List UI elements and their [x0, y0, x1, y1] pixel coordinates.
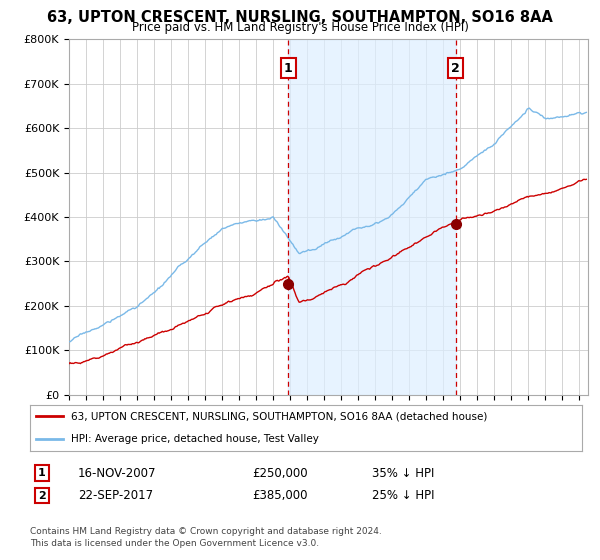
Text: 25% ↓ HPI: 25% ↓ HPI: [372, 489, 434, 502]
Text: 63, UPTON CRESCENT, NURSLING, SOUTHAMPTON, SO16 8AA (detached house): 63, UPTON CRESCENT, NURSLING, SOUTHAMPTO…: [71, 412, 488, 421]
Text: 63, UPTON CRESCENT, NURSLING, SOUTHAMPTON, SO16 8AA: 63, UPTON CRESCENT, NURSLING, SOUTHAMPTO…: [47, 10, 553, 25]
Text: £385,000: £385,000: [252, 489, 308, 502]
Text: 2: 2: [38, 491, 46, 501]
Text: Contains HM Land Registry data © Crown copyright and database right 2024.: Contains HM Land Registry data © Crown c…: [30, 528, 382, 536]
Text: 35% ↓ HPI: 35% ↓ HPI: [372, 466, 434, 480]
Text: £250,000: £250,000: [252, 466, 308, 480]
Text: 1: 1: [38, 468, 46, 478]
Text: 16-NOV-2007: 16-NOV-2007: [78, 466, 157, 480]
Text: 22-SEP-2017: 22-SEP-2017: [78, 489, 153, 502]
Text: HPI: Average price, detached house, Test Valley: HPI: Average price, detached house, Test…: [71, 435, 319, 444]
Text: 2: 2: [451, 62, 460, 74]
Text: Price paid vs. HM Land Registry's House Price Index (HPI): Price paid vs. HM Land Registry's House …: [131, 21, 469, 34]
Text: 1: 1: [284, 62, 293, 74]
Bar: [288, 39, 455, 395]
Text: This data is licensed under the Open Government Licence v3.0.: This data is licensed under the Open Gov…: [30, 539, 319, 548]
